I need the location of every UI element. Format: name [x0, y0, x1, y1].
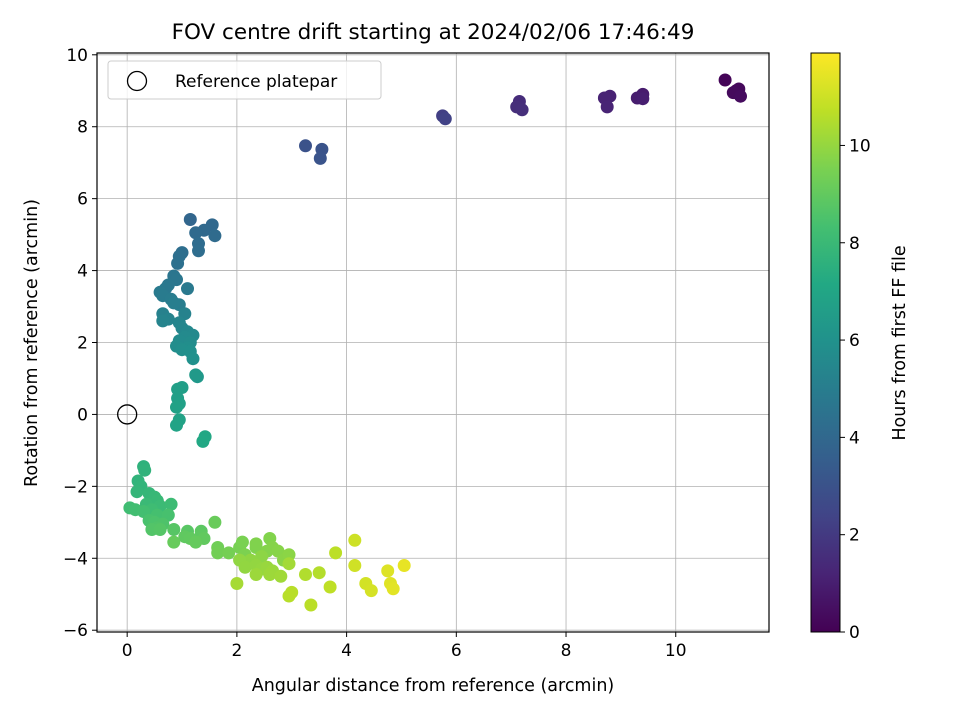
data-point — [299, 139, 312, 153]
data-point — [282, 557, 296, 571]
data-point — [170, 400, 183, 414]
legend-box — [107, 60, 382, 100]
x-tick-label: 2 — [231, 641, 242, 661]
data-point — [285, 585, 299, 599]
data-point — [263, 568, 277, 581]
x-axis-label: Angular distance from reference (arcmin) — [252, 676, 615, 696]
y-tick-label: −2 — [63, 477, 88, 497]
data-point — [636, 92, 650, 106]
data-point — [348, 533, 362, 547]
data-point — [299, 568, 312, 581]
data-point — [235, 535, 249, 549]
colorbar: 0 2 4 6 8 10 Hours from first FF file — [810, 52, 910, 643]
x-tick-label: 4 — [341, 641, 352, 661]
data-point — [211, 546, 225, 560]
data-point — [171, 256, 185, 270]
data-point — [364, 584, 378, 598]
data-point — [167, 535, 181, 549]
data-point — [312, 566, 326, 580]
colorbar-frame — [810, 52, 841, 633]
colorbar-tick-label: 0 — [849, 623, 860, 643]
data-point — [208, 515, 222, 529]
data-point — [170, 418, 183, 432]
data-point — [230, 577, 244, 590]
colorbar-tick-label: 10 — [849, 136, 871, 156]
data-point — [600, 100, 614, 114]
colorbar-label: Hours from first FF file — [890, 245, 910, 440]
x-tick-label: 8 — [561, 641, 572, 661]
legend: Reference platepar — [107, 60, 382, 100]
data-point — [181, 282, 194, 296]
data-point — [282, 548, 296, 562]
x-tick-label: 6 — [451, 641, 462, 661]
data-point — [397, 559, 411, 572]
y-tick-label: −6 — [63, 621, 88, 641]
data-point — [222, 546, 236, 560]
data-point — [313, 151, 327, 165]
data-point — [167, 296, 181, 310]
data-point — [183, 213, 197, 226]
data-point — [138, 463, 152, 477]
x-tick-label: 0 — [122, 641, 133, 661]
data-point — [515, 103, 529, 117]
data-point — [438, 112, 452, 126]
data-point — [164, 497, 178, 511]
grid — [97, 53, 769, 632]
data-point — [348, 559, 362, 572]
y-tick-label: −4 — [63, 549, 88, 569]
data-point — [386, 582, 400, 596]
y-axis-ticks: −6 −4 −2 0 2 4 6 8 10 — [63, 46, 97, 641]
colorbar-tick-label: 4 — [849, 428, 860, 448]
data-point — [718, 73, 732, 87]
data-point — [238, 560, 252, 574]
data-point — [381, 564, 395, 578]
colorbar-tick-label: 2 — [849, 526, 860, 546]
data-point — [171, 382, 185, 396]
data-point — [130, 485, 144, 499]
data-point — [167, 523, 181, 536]
colorbar-ticks: 0 2 4 6 8 10 — [840, 136, 871, 643]
data-point — [186, 352, 200, 366]
y-tick-label: 8 — [77, 118, 88, 138]
data-point — [208, 229, 222, 243]
data-point — [189, 368, 203, 382]
data-point — [249, 568, 263, 581]
colorbar-bar — [811, 53, 840, 632]
data-point — [156, 314, 170, 328]
y-tick-label: 10 — [66, 46, 88, 66]
x-tick-label: 10 — [665, 641, 687, 661]
y-tick-label: 4 — [77, 262, 88, 282]
x-axis-ticks: 0 2 4 6 8 10 — [122, 632, 687, 661]
data-point — [189, 535, 203, 549]
colorbar-tick-label: 8 — [849, 234, 860, 254]
data-point — [192, 244, 205, 258]
data-points — [123, 73, 747, 612]
reference-platepar-marker — [117, 404, 138, 425]
data-point — [153, 523, 167, 536]
chart-title: FOV centre drift starting at 2024/02/06 … — [172, 20, 695, 45]
legend-entry-reference-platepar: Reference platepar — [175, 72, 337, 92]
legend-marker-icon — [126, 70, 148, 92]
data-point — [196, 434, 210, 448]
y-tick-label: 0 — [77, 405, 88, 425]
data-point — [329, 546, 343, 560]
data-point — [274, 569, 288, 583]
data-point — [189, 226, 203, 240]
data-point — [249, 537, 263, 551]
y-tick-label: 6 — [77, 190, 88, 210]
data-point — [304, 598, 318, 612]
colorbar-tick-label: 6 — [849, 331, 860, 351]
y-axis-label: Rotation from reference (arcmin) — [22, 199, 42, 487]
data-point — [734, 89, 747, 103]
data-point — [323, 580, 337, 594]
y-tick-label: 2 — [77, 334, 88, 354]
